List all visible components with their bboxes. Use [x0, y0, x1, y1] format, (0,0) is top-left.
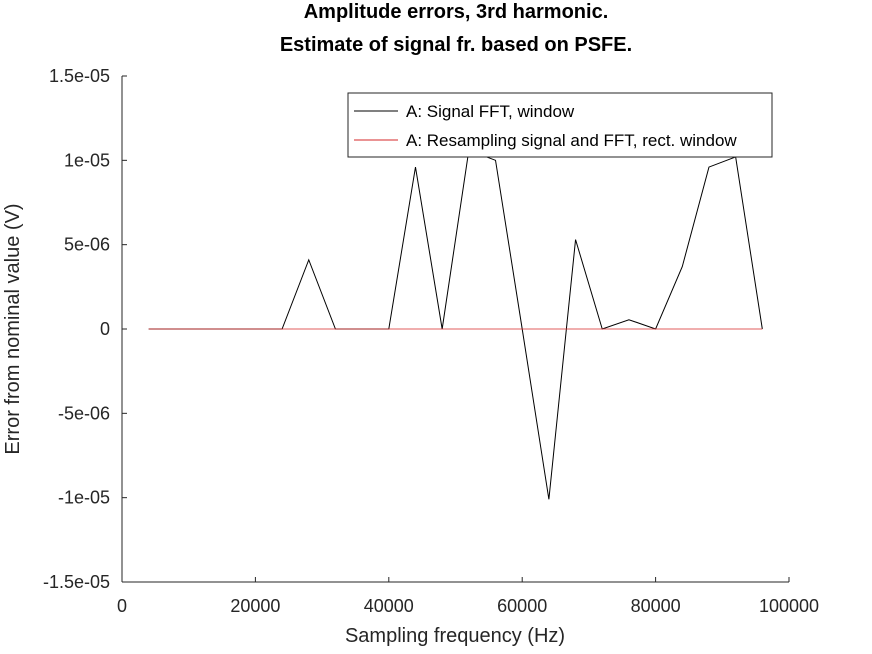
series-layer: [148, 149, 763, 500]
y-tick-label: -1e-05: [58, 488, 110, 508]
x-ticks: 0 20000 40000 60000 80000 100000: [117, 577, 819, 616]
x-tick-label: 100000: [759, 596, 819, 616]
y-tick-label: 5e-06: [64, 235, 110, 255]
x-tick-label: 80000: [631, 596, 681, 616]
y-tick-label: 1e-05: [64, 150, 110, 170]
legend-label-series-2: A: Resampling signal and FFT, rect. wind…: [406, 131, 737, 150]
x-tick-label: 0: [117, 596, 127, 616]
y-tick-label: -5e-06: [58, 403, 110, 423]
x-tick-label: 20000: [230, 596, 280, 616]
legend-box: [347, 92, 773, 158]
chart-title-line-1: Amplitude errors, 3rd harmonic.: [304, 1, 609, 23]
legend-label-series-1: A: Signal FFT, window: [406, 102, 575, 121]
y-ticks: -1.5e-05 -1e-05 -5e-06 0 5e-06 1e-05 1.5e-05: [43, 66, 127, 592]
x-tick-label: 60000: [497, 596, 547, 616]
legend: A: Signal FFT, window A: Resampling sign…: [347, 92, 773, 158]
y-tick-label: 0: [100, 319, 110, 339]
y-tick-label: -1.5e-05: [43, 572, 110, 592]
x-tick-label: 40000: [364, 596, 414, 616]
y-axis-label: Error from nominal value (V): [2, 203, 24, 454]
plot-area: 0 20000 40000 60000 80000 100000 -1.5e-05 -1e-…: [43, 66, 819, 616]
y-tick-label: 1.5e-05: [49, 66, 110, 86]
chart-title-line-2: Estimate of signal fr. based on PSFE.: [280, 34, 632, 56]
series-line-1: [148, 149, 763, 500]
x-axis-label: Sampling frequency (Hz): [345, 625, 565, 647]
